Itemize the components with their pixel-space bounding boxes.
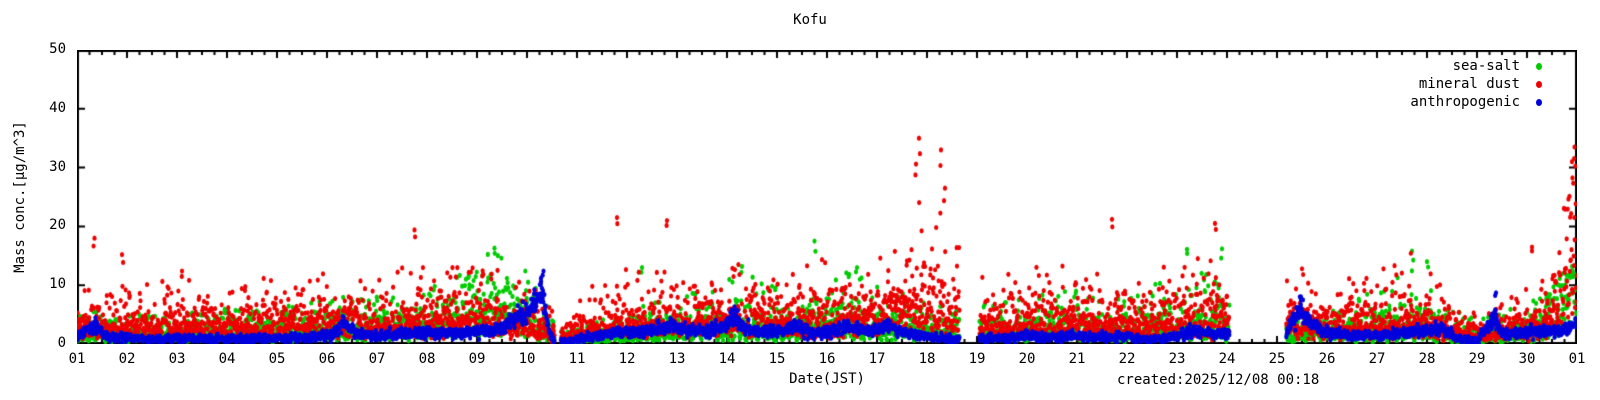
x-tick-label: 08: [418, 351, 436, 367]
legend-label: anthropogenic: [1410, 94, 1520, 110]
y-axis-label: Mass conc.[μg/m^3]: [12, 121, 28, 273]
plot-area: [77, 50, 1577, 344]
x-axis-label: Date(JST): [789, 371, 865, 387]
x-tick-label: 03: [168, 351, 186, 367]
x-tick-label: 06: [318, 351, 336, 367]
x-tick-label: 11: [568, 351, 586, 367]
x-tick-label: 28: [1418, 351, 1436, 367]
legend-marker-icon: [1536, 98, 1542, 106]
x-tick-label: 07: [368, 351, 386, 367]
x-tick-label: 14: [718, 351, 736, 367]
legend-item-anthropogenic: anthropogenic: [1410, 93, 1542, 111]
y-tick-label: 20: [49, 217, 66, 234]
y-tick-label: 40: [49, 99, 66, 116]
x-tick-label: 13: [668, 351, 686, 367]
legend-marker-icon: [1536, 62, 1542, 70]
x-tick-label: 10: [518, 351, 536, 367]
x-tick-label: 18: [918, 351, 936, 367]
y-tick-label: 30: [49, 158, 66, 175]
created-timestamp: created:2025/12/08 00:18: [1117, 372, 1320, 388]
y-tick-label: 0: [57, 335, 66, 351]
x-tick-label: 16: [818, 351, 836, 367]
y-tick-label: 10: [49, 276, 66, 293]
legend-label: mineral dust: [1418, 76, 1520, 92]
legend-marker-icon: [1536, 80, 1542, 88]
x-tick-label: 01: [1568, 351, 1586, 367]
chart-title: Kofu: [793, 12, 827, 28]
legend-item-sea-salt: sea-salt: [1410, 57, 1542, 75]
x-tick-label: 27: [1368, 351, 1386, 367]
x-tick-label: 25: [1268, 351, 1286, 367]
x-tick-label: 05: [268, 351, 286, 367]
y-tick-label: 50: [49, 41, 66, 57]
legend-item-mineral-dust: mineral dust: [1410, 75, 1542, 93]
legend: sea-salt mineral dust anthropogenic: [1410, 57, 1542, 111]
x-tick-label: 04: [218, 351, 236, 367]
x-tick-label: 12: [618, 351, 636, 367]
x-tick-label: 01: [68, 351, 86, 367]
x-tick-label: 23: [1168, 351, 1186, 367]
x-tick-label: 22: [1118, 351, 1136, 367]
x-tick-label: 29: [1468, 351, 1486, 367]
x-tick-label: 09: [468, 351, 486, 367]
x-tick-label: 17: [868, 351, 886, 367]
x-tick-label: 02: [118, 351, 136, 367]
x-tick-label: 20: [1018, 351, 1036, 367]
x-tick-label: 15: [768, 351, 786, 367]
x-tick-label: 19: [968, 351, 986, 367]
x-tick-label: 26: [1318, 351, 1336, 367]
legend-label: sea-salt: [1452, 58, 1520, 74]
x-tick-label: 21: [1068, 351, 1086, 367]
x-tick-label: 30: [1518, 351, 1536, 367]
x-tick-label: 24: [1218, 351, 1236, 367]
